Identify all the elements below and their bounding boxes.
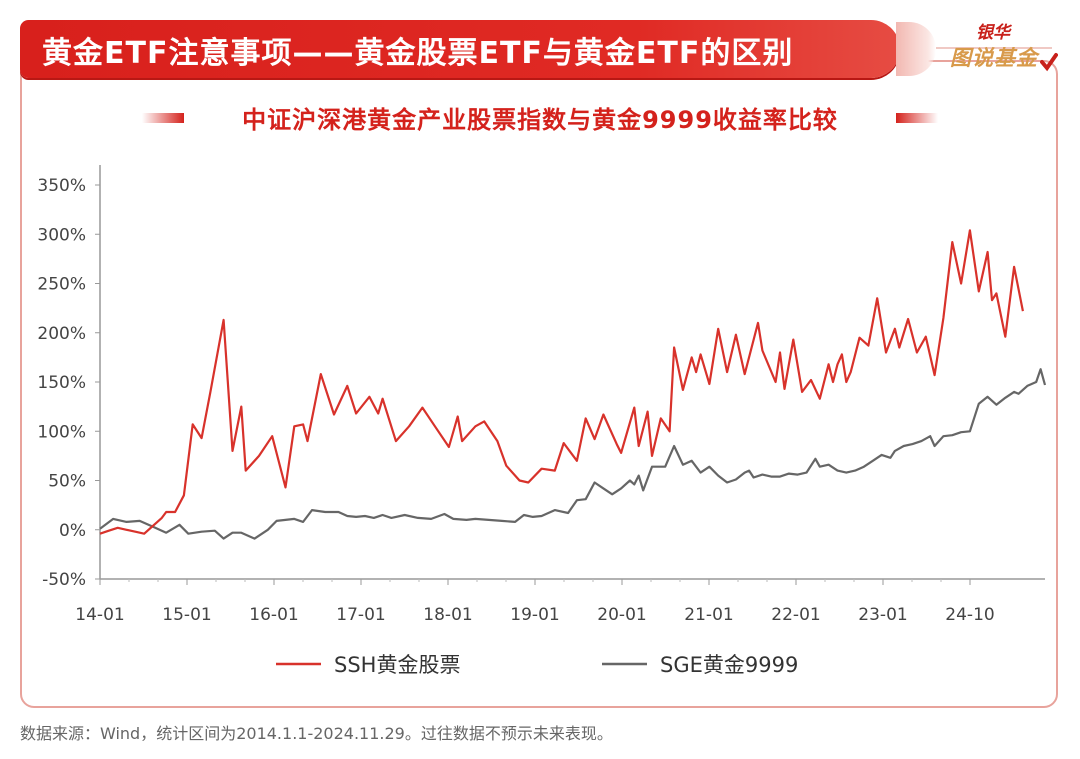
x-tick-label: 18-01 <box>423 605 472 625</box>
series-line-sge-gold-9999 <box>99 368 1047 540</box>
x-tick-label: 14-01 <box>75 605 124 625</box>
x-tick-label: 17-01 <box>336 605 385 625</box>
check-icon <box>1040 53 1058 72</box>
subtitle-dash-right <box>896 113 938 123</box>
y-tick-label: 350% <box>37 176 86 196</box>
x-tick-label: 20-01 <box>597 605 646 625</box>
y-tick-label: 300% <box>37 225 86 245</box>
series-line-ssh-gold-stocks <box>99 229 1024 535</box>
source-footnote: 数据来源：Wind，统计区间为2014.1.1-2024.11.29。过往数据不… <box>20 724 613 743</box>
x-tick-label: 16-01 <box>249 605 298 625</box>
x-tick-label: 15-01 <box>162 605 211 625</box>
brand-logo: 银华 图说基金 <box>948 18 1058 78</box>
y-tick-label: 200% <box>37 324 86 344</box>
legend-label: SGE黄金9999 <box>660 653 798 677</box>
x-tick-label: 22-01 <box>771 605 820 625</box>
x-tick-label: 21-01 <box>684 605 733 625</box>
subtitle-dash-left <box>142 113 184 123</box>
x-tick-label: 23-01 <box>858 605 907 625</box>
y-tick-label: 50% <box>48 472 86 492</box>
chart-title: 中证沪深港黄金产业股票指数与黄金9999收益率比较 <box>242 106 838 134</box>
series-group <box>99 229 1047 540</box>
y-axis: 350% 300% 250% 200% 150% 100% 50% 0% -50% <box>37 165 101 590</box>
y-tick-label: 0% <box>59 521 86 541</box>
legend-label: SSH黄金股票 <box>334 653 460 677</box>
x-axis: 14-01 15-01 16-01 17-01 18-01 19-01 20-01 21-01… <box>75 578 1045 625</box>
legend: SSH黄金股票 SGE黄金9999 <box>276 653 798 677</box>
logo-top-text: 银华 <box>976 23 1010 43</box>
y-tick-label: 150% <box>37 373 86 393</box>
y-tick-label: 250% <box>37 275 86 295</box>
x-tick-label: 24-10 <box>945 605 994 625</box>
y-tick-label: -50% <box>42 570 86 590</box>
divider <box>936 47 1052 49</box>
x-tick-label: 19-01 <box>510 605 559 625</box>
chart-card <box>20 60 1058 708</box>
page-title: 黄金ETF注意事项——黄金股票ETF与黄金ETF的区别 <box>42 36 794 71</box>
title-banner: 黄金ETF注意事项——黄金股票ETF与黄金ETF的区别 <box>20 20 900 78</box>
y-tick-label: 100% <box>37 422 86 442</box>
logo-bottom-text: 图说基金 <box>950 46 1038 70</box>
